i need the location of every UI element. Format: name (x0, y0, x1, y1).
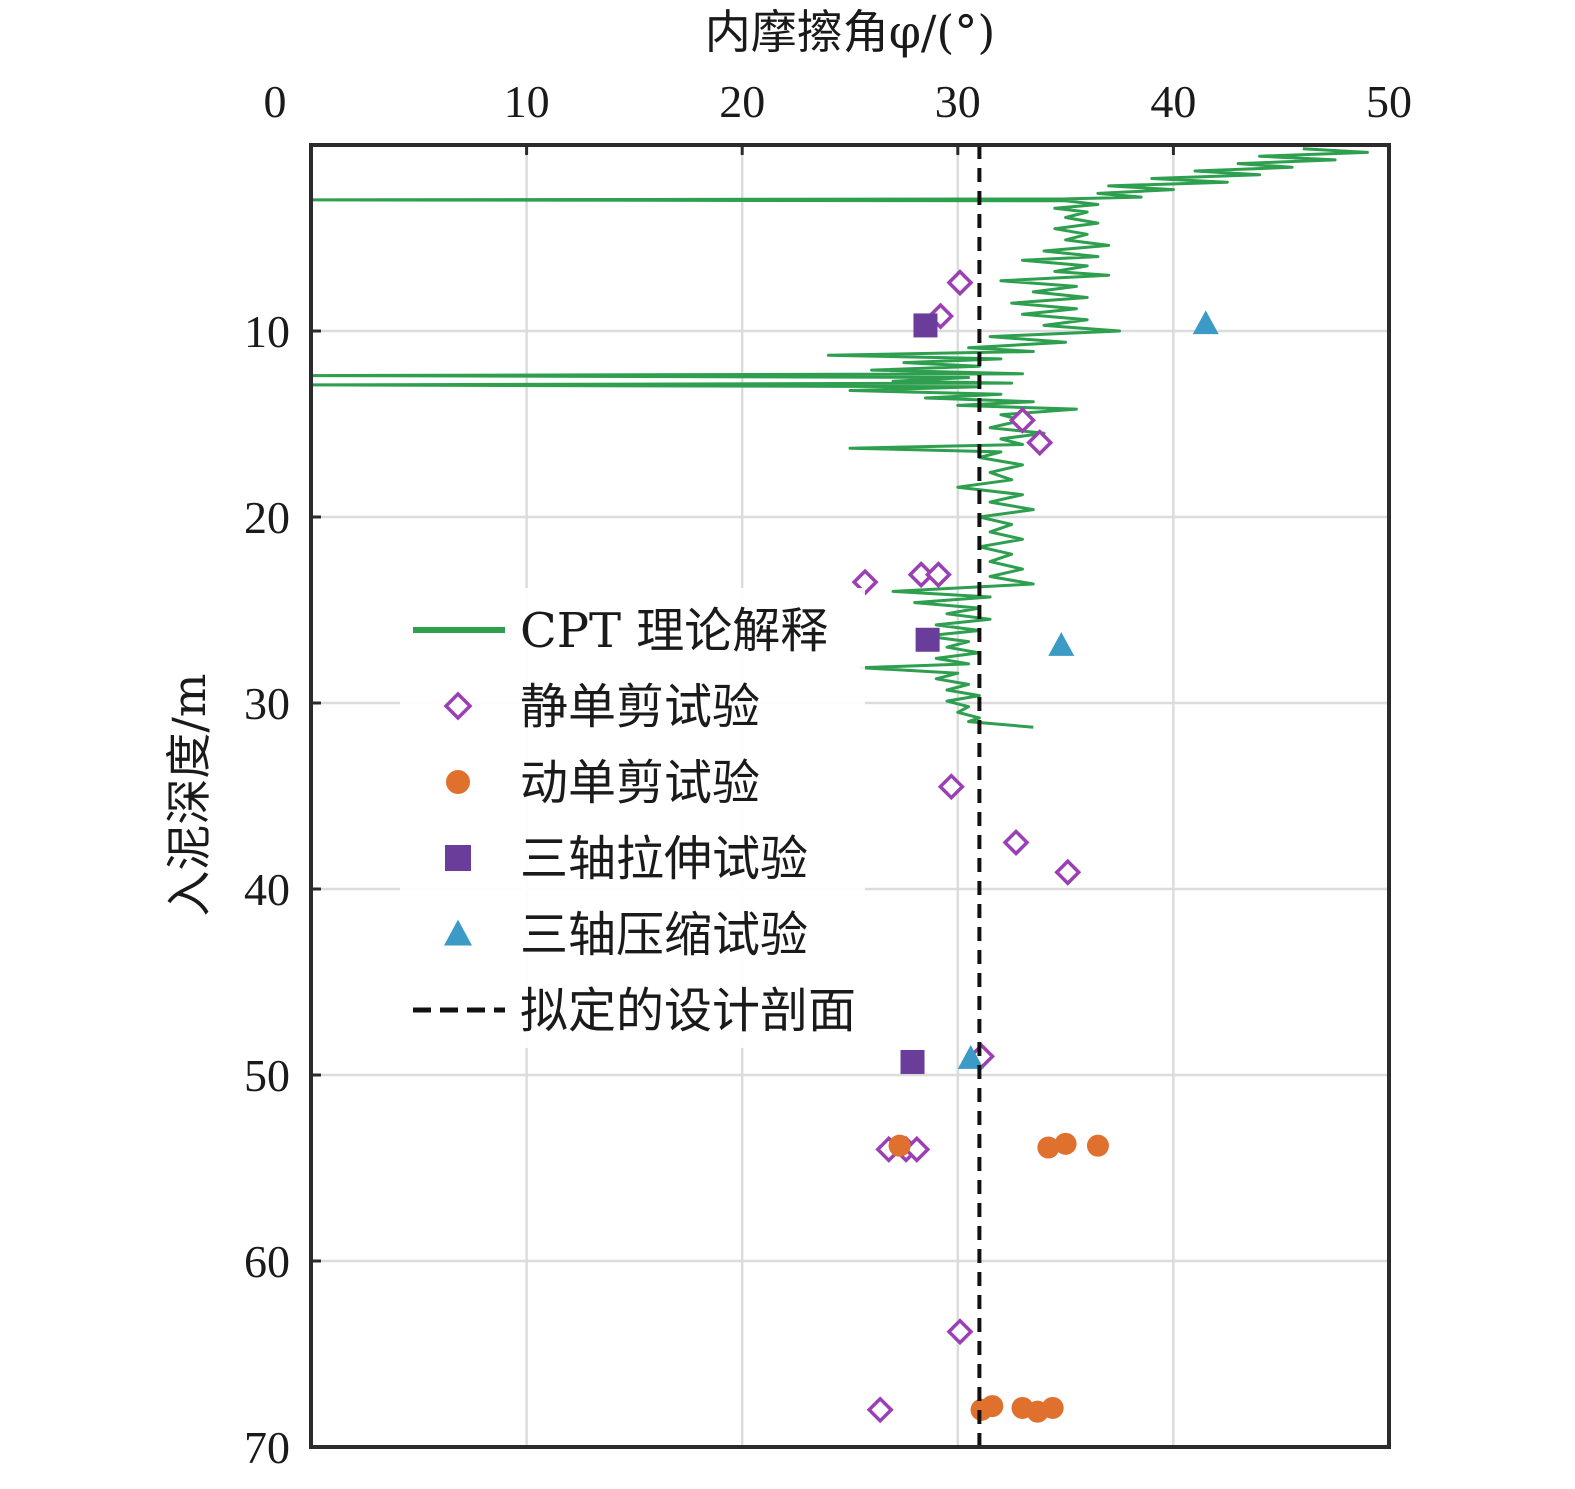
legend-label: 动单剪试验 (520, 755, 760, 811)
y-tick-label: 30 (244, 678, 290, 729)
y-tick-label: 60 (244, 1236, 290, 1287)
y-axis-title: 入泥深度/m (162, 673, 216, 916)
data-point (957, 1045, 984, 1069)
x-tick-label: 30 (935, 76, 981, 127)
data-point (907, 561, 935, 589)
x-tick-label: 40 (1150, 76, 1196, 127)
x-tick-label: 0 (264, 76, 287, 127)
data-point (1054, 858, 1082, 886)
y-tick-label: 10 (244, 306, 290, 357)
x-tick-label: 10 (504, 76, 550, 127)
data-point (981, 1395, 1004, 1418)
data-point (946, 1318, 974, 1346)
data-point (900, 1049, 925, 1074)
legend-swatch (446, 770, 470, 794)
x-tick-label: 20 (719, 76, 765, 127)
data-point (1054, 1132, 1077, 1155)
y-tick-label: 20 (244, 492, 290, 543)
data-point (1192, 310, 1219, 335)
data-point (913, 313, 938, 338)
legend-swatch (443, 691, 473, 721)
data-point (1026, 429, 1054, 457)
data-point (924, 561, 952, 589)
legend-label: 三轴压缩试验 (520, 907, 808, 963)
data-point (888, 1134, 911, 1157)
data-point (866, 1396, 894, 1424)
y-tick-label: 40 (244, 864, 290, 915)
data-point (851, 568, 879, 596)
series-0 (309, 147, 1369, 729)
series-2 (888, 1132, 1109, 1423)
legend-label: 拟定的设计剖面 (520, 983, 856, 1039)
legend-label: 静单剪试验 (520, 679, 760, 735)
data-point (937, 773, 965, 801)
y-tick-label: 70 (244, 1422, 290, 1473)
legend-background (400, 588, 865, 1048)
series-layer (309, 145, 1369, 1447)
data-point (1086, 1134, 1109, 1157)
data-point (915, 627, 940, 652)
legend-swatch (445, 845, 471, 871)
ticks: 0 10 20 30 40 50 10 20 30 40 50 60 70 (244, 76, 1412, 1473)
series-4 (957, 310, 1219, 1069)
x-tick-label: 50 (1366, 76, 1412, 127)
y-tick-label: 50 (244, 1050, 290, 1101)
legend-label: CPT 理论解释 (520, 603, 828, 659)
legend-label: 三轴拉伸试验 (520, 831, 808, 887)
cpt-line (309, 147, 1369, 729)
x-axis-title: 内摩擦角φ/(°) (705, 5, 996, 59)
series-1 (851, 269, 1082, 1424)
data-point (1002, 829, 1030, 856)
data-point (1041, 1396, 1064, 1419)
data-point (1048, 632, 1075, 656)
series-3 (900, 313, 940, 1074)
legend-swatch (444, 919, 472, 946)
plot-frame (309, 143, 1391, 1449)
data-point (1009, 406, 1036, 434)
data-point (1037, 1136, 1060, 1159)
data-point (946, 269, 974, 297)
